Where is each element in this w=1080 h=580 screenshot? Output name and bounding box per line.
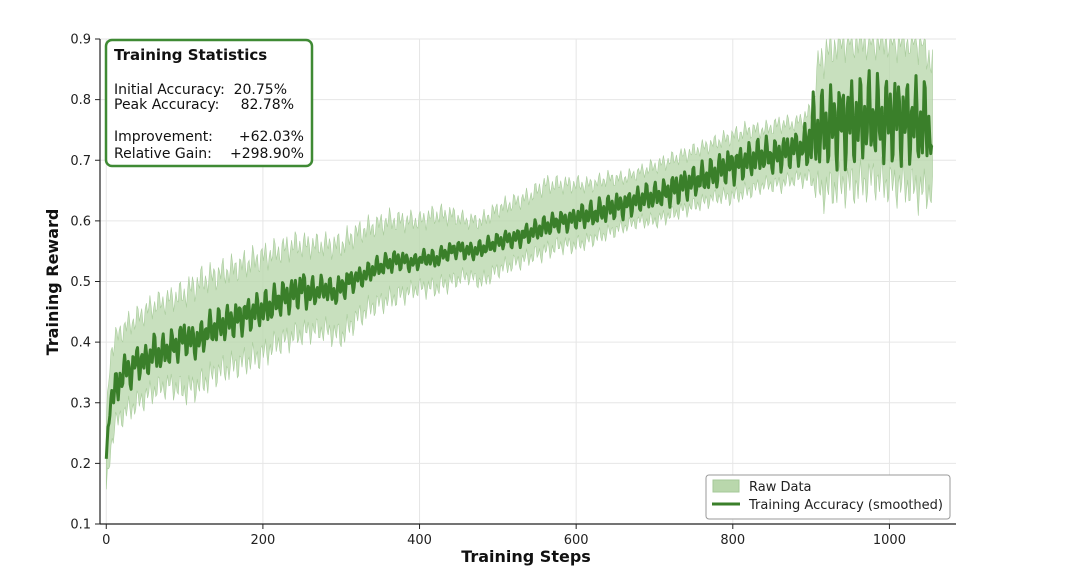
y-axis-title: Training Reward	[43, 209, 62, 356]
y-tick-label: 0.7	[70, 154, 91, 169]
stats-title: Training Statistics	[114, 46, 267, 64]
stats-peak-value: 82.78%	[241, 97, 294, 113]
stats-initial-value: 20.75%	[234, 82, 287, 98]
x-tick-label: 0	[102, 533, 110, 548]
x-tick-label: 1000	[873, 533, 906, 548]
y-tick-labels: 0.1 0.2 0.3 0.4 0.5 0.6 0.7 0.8 0.9	[70, 33, 91, 533]
stats-improvement-value: +62.03%	[239, 129, 304, 145]
smoothed-line-path	[104, 69, 934, 459]
y-tick-label: 0.6	[70, 214, 91, 229]
y-tick-label: 0.2	[70, 457, 91, 472]
legend-smoothed-label: Training Accuracy (smoothed)	[748, 498, 943, 513]
stats-box-border	[104, 38, 314, 168]
x-tick-label: 400	[407, 533, 432, 548]
y-tick-label: 0.5	[70, 275, 91, 290]
smoothed-accuracy-line	[104, 69, 934, 459]
axes	[95, 38, 956, 529]
stats-relative-label: Relative Gain:	[114, 146, 212, 162]
x-tick-label: 600	[564, 533, 589, 548]
stats-relative-value: +298.90%	[230, 146, 304, 162]
stats-peak-label: Peak Accuracy:	[114, 97, 219, 113]
legend-raw-swatch	[712, 479, 740, 493]
stats-box: Training Statistics Initial Accuracy: 20…	[104, 38, 314, 168]
x-tick-labels: 0 200 400 600 800 1000	[102, 533, 906, 548]
y-tick-label: 0.9	[70, 33, 91, 48]
x-axis-title: Training Steps	[461, 547, 591, 566]
y-tick-label: 0.1	[70, 518, 91, 533]
legend: Raw Data Training Accuracy (smoothed)	[705, 474, 951, 520]
y-tick-label: 0.3	[70, 396, 91, 411]
legend-frame	[705, 474, 951, 520]
y-tick-label: 0.4	[70, 336, 91, 351]
y-tick-label: 0.8	[70, 93, 91, 108]
x-tick-label: 800	[720, 533, 745, 548]
x-tick-label: 200	[250, 533, 275, 548]
stats-initial-label: Initial Accuracy:	[114, 82, 225, 98]
stats-improvement-label: Improvement:	[114, 129, 213, 145]
raw-data-area	[106, 38, 933, 490]
raw-data-band	[106, 38, 933, 490]
legend-raw-label: Raw Data	[749, 480, 812, 495]
